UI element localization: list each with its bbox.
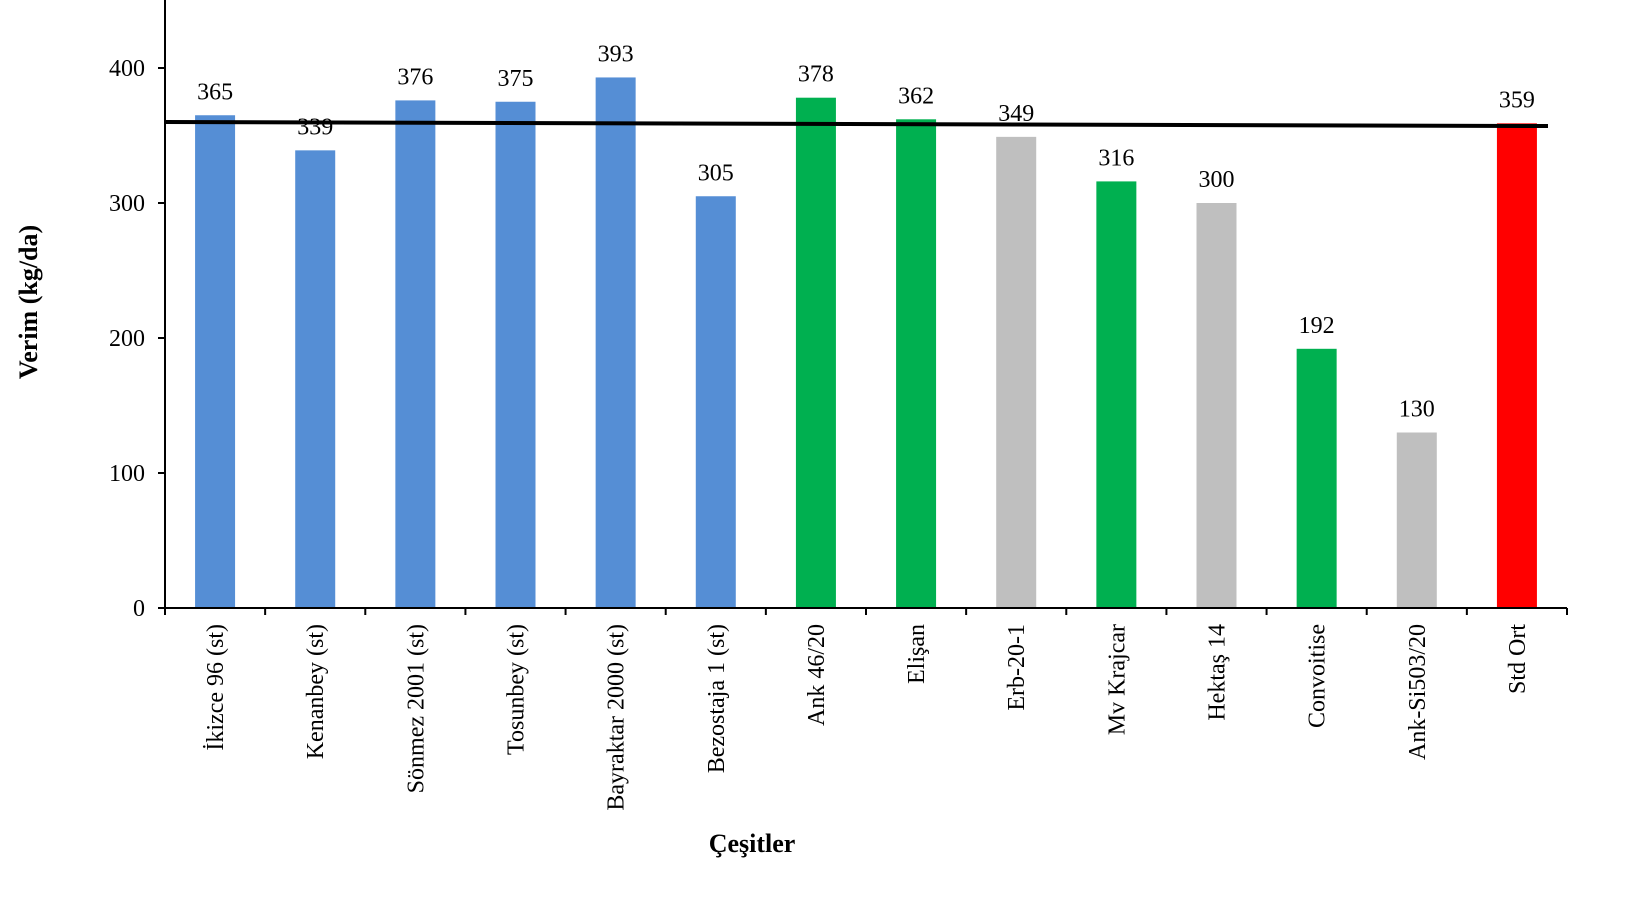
x-tick-label: Erb-20-1	[1004, 624, 1030, 711]
y-tick-label: 100	[109, 461, 145, 487]
bar	[595, 77, 636, 608]
bar	[1296, 348, 1337, 608]
data-label: 349	[998, 101, 1034, 127]
reference-line	[164, 120, 1549, 129]
x-tick-label: Ank-Si503/20	[1405, 624, 1431, 760]
reference-line-group	[164, 120, 1549, 129]
data-label: 376	[397, 64, 433, 90]
bar	[1496, 123, 1537, 608]
bar	[795, 97, 836, 608]
bar	[896, 119, 937, 609]
y-tick-label: 400	[109, 56, 145, 82]
bar	[695, 196, 736, 608]
x-tick-label: Hektaş 14	[1205, 624, 1231, 721]
x-tick-label: Ank 46/20	[804, 624, 830, 726]
y-tick-label: 300	[109, 191, 145, 217]
bars-group	[195, 77, 1537, 609]
data-label: 316	[1098, 145, 1134, 171]
data-label: 130	[1399, 397, 1435, 423]
x-tick-label: Sönmez 2001 (st)	[403, 624, 429, 793]
y-axis-title: Verim (kg/da)	[14, 225, 43, 379]
x-tick-label: Std Ort	[1505, 624, 1531, 694]
bar	[1096, 181, 1137, 608]
data-label: 300	[1199, 167, 1235, 193]
bar	[295, 150, 336, 608]
y-tick-label: 200	[109, 326, 145, 352]
data-label: 375	[498, 66, 534, 92]
data-label: 365	[197, 79, 233, 105]
bar	[495, 101, 536, 608]
x-tick-label: Mv Krajcar	[1104, 624, 1130, 735]
x-tick-label: Tosunbey (st)	[504, 624, 530, 755]
x-tick-label: Convoitise	[1305, 624, 1331, 728]
x-axis-title: Çeşitler	[709, 829, 796, 858]
bar	[1396, 432, 1437, 608]
axes-group: İkizce 96 (st) Kenanbey (st) Sönmez 2001 (…	[109, 0, 1568, 811]
bar	[395, 100, 436, 609]
data-label: 339	[297, 114, 333, 140]
data-label: 378	[798, 62, 834, 88]
bar	[996, 136, 1037, 608]
data-label: 393	[598, 41, 634, 67]
x-tick-label: İkizce 96 (st)	[203, 624, 229, 751]
bar	[195, 115, 236, 608]
data-labels-group: 365 339 376 375 393 305 378 362 349 316 300 192 130 3…	[197, 41, 1535, 422]
x-tick-label: Elişan	[904, 624, 930, 684]
data-label: 362	[898, 83, 934, 109]
y-tick-label: 0	[133, 596, 145, 622]
data-label: 305	[698, 160, 734, 186]
x-tick-label: Bayraktar 2000 (st)	[604, 624, 630, 811]
x-tick-label: Bezostaja 1 (st)	[704, 624, 730, 773]
data-label: 192	[1299, 313, 1335, 339]
x-tick-label: Kenanbey (st)	[303, 624, 329, 759]
bar	[1196, 203, 1237, 608]
data-label: 359	[1499, 87, 1535, 113]
